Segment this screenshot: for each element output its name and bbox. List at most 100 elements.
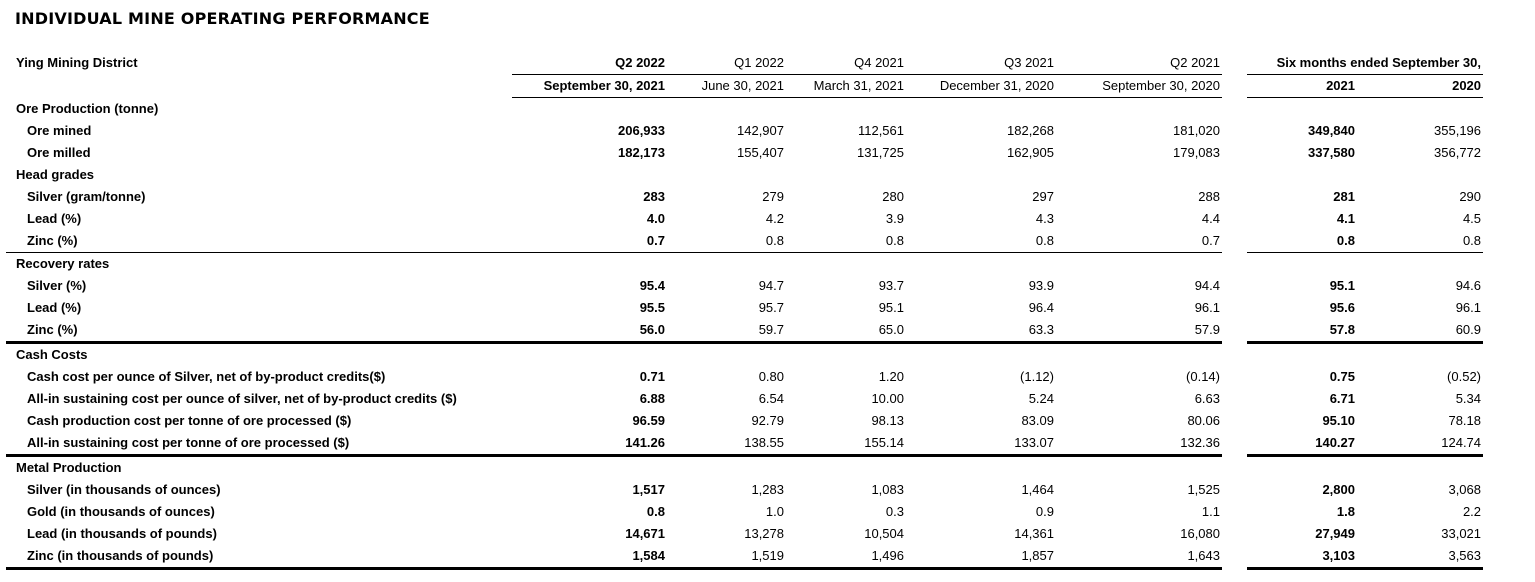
column-gap (1222, 319, 1247, 343)
value-cell: 95.1 (1329, 278, 1355, 293)
district-label: Ying Mining District (16, 55, 138, 71)
value-cell: 124.74 (1357, 432, 1484, 457)
value-cell: 133.07 (906, 432, 1056, 457)
column-gap (1222, 98, 1247, 121)
section-header: Ore Production (tonne) (16, 100, 159, 116)
value-cell: 96.4 (1028, 300, 1054, 315)
section-header: Head grades (16, 167, 95, 182)
table-row: Cash cost per ounce of Silver, net of by… (6, 366, 1483, 388)
value-cell: 1.20 (878, 369, 904, 384)
value-cell: 80.06 (1187, 413, 1220, 428)
row-label: Ore milled (27, 145, 91, 160)
value-cell: 5.24 (1028, 391, 1054, 406)
value-cell: 131,725 (857, 145, 904, 160)
value-cell (1247, 253, 1357, 276)
value-cell: 96.59 (632, 413, 665, 428)
value-cell: 16,080 (1180, 526, 1220, 541)
column-header-period: Q4 2021 (786, 52, 906, 75)
value-cell: 95.10 (1322, 413, 1355, 428)
value-cell: 1,464 (1021, 482, 1054, 497)
value-cell: 0.3 (885, 504, 904, 519)
header-row-dates: September 30, 2021 June 30, 2021 March 31,… (6, 74, 1484, 98)
table-row: Zinc (in thousands of pounds) 1,584 1,519 1… (6, 545, 1484, 570)
value-cell: 349,840 (1308, 123, 1355, 138)
value-cell: 95.6 (1329, 300, 1355, 315)
value-cell: 95.7 (758, 300, 784, 315)
value-cell: 206,933 (618, 123, 665, 138)
value-cell: 6.88 (639, 391, 665, 406)
value-cell (1056, 456, 1222, 480)
row-label: Silver (%) (27, 278, 87, 293)
value-cell: 6.71 (1329, 391, 1355, 406)
value-cell: 0.80 (758, 369, 784, 384)
value-cell (1247, 343, 1357, 367)
value-cell: 297 (1032, 189, 1054, 204)
section-header: Recovery rates (16, 256, 110, 271)
value-cell (1357, 164, 1483, 186)
value-cell: 4.1 (1336, 211, 1355, 226)
value-cell: 1,496 (786, 545, 906, 570)
section-row: Recovery rates (6, 253, 1483, 276)
table-row: Gold (in thousands of ounces) 0.8 1.0 0.3 0.… (6, 501, 1483, 523)
value-cell (1056, 253, 1222, 276)
value-cell (1357, 253, 1483, 276)
column-gap (1222, 253, 1247, 276)
value-cell: (1.12) (1020, 369, 1054, 384)
value-cell: 138.55 (667, 432, 786, 457)
value-cell: 94.7 (758, 278, 784, 293)
column-gap (1222, 230, 1247, 253)
value-cell: 95.5 (639, 300, 665, 315)
section-row: Metal Production (6, 456, 1483, 480)
value-cell (1357, 343, 1483, 367)
column-header-date: December 31, 2020 (906, 74, 1056, 98)
value-cell: 1,643 (1056, 545, 1222, 570)
value-cell: 0.8 (1247, 230, 1357, 253)
value-cell: 0.9 (1035, 504, 1054, 519)
value-cell (786, 343, 906, 367)
section-row: Ore Production (tonne) (6, 98, 1483, 121)
column-header-period: Q2 2021 (1056, 52, 1222, 75)
value-cell: 57.9 (1056, 319, 1222, 344)
row-label: Silver (in thousands of ounces) (27, 482, 221, 497)
value-cell: 162,905 (1007, 145, 1054, 160)
row-label: Zinc (%) (6, 230, 512, 253)
table-row: Lead (%) 4.0 4.2 3.9 4.3 4.4 4.1 4.5 (6, 208, 1483, 230)
value-cell (906, 164, 1056, 186)
page: INDIVIDUAL MINE OPERATING PERFORMANCE Yi… (0, 9, 1535, 570)
column-gap (1222, 164, 1247, 186)
table-header: Ying Mining District Q2 2022 Q1 2022 Q4 202… (6, 52, 1484, 98)
column-header-date: March 31, 2021 (786, 74, 906, 98)
column-gap (1222, 208, 1247, 230)
value-cell: 1,083 (871, 482, 904, 497)
table-row: Lead (in thousands of pounds) 14,671 13,27… (6, 523, 1483, 545)
header-row-periods: Ying Mining District Q2 2022 Q1 2022 Q4 202… (6, 52, 1484, 75)
value-cell: 78.18 (1448, 413, 1482, 428)
value-cell: 1.1 (1201, 504, 1220, 519)
column-gap (1222, 275, 1247, 297)
page-title: INDIVIDUAL MINE OPERATING PERFORMANCE (15, 9, 430, 28)
value-cell: 355,196 (1434, 123, 1482, 138)
column-gap (1222, 545, 1247, 569)
value-cell: 60.9 (1357, 319, 1484, 344)
value-cell: 65.0 (786, 319, 906, 344)
value-cell: 94.6 (1455, 278, 1482, 293)
value-cell (786, 98, 906, 121)
value-cell (1357, 98, 1483, 121)
value-cell: 57.8 (1247, 319, 1357, 344)
row-label: Cash production cost per tonne of ore pr… (27, 413, 352, 428)
value-cell (667, 253, 786, 276)
value-cell (1247, 98, 1357, 121)
value-cell (906, 253, 1056, 276)
value-cell: 3,103 (1247, 545, 1357, 570)
district-label-spacer (6, 75, 512, 98)
value-cell: 0.7 (1056, 230, 1222, 253)
value-cell: 1.8 (1336, 504, 1355, 519)
table-row: Zinc (%) 56.0 59.7 65.0 63.3 57.9 57.8 60.9 (6, 319, 1484, 344)
table-row: Silver (gram/tonne) 283 279 280 297 288 281 290 (6, 186, 1483, 208)
column-gap (1222, 120, 1247, 142)
row-label: Gold (in thousands of ounces) (27, 504, 215, 519)
value-cell: 4.5 (1462, 211, 1482, 226)
table-row: Silver (%) 95.4 94.7 93.7 93.9 94.4 95.1 94.6 (6, 275, 1483, 297)
value-cell: 1.0 (765, 504, 784, 519)
column-gap (1222, 297, 1247, 319)
